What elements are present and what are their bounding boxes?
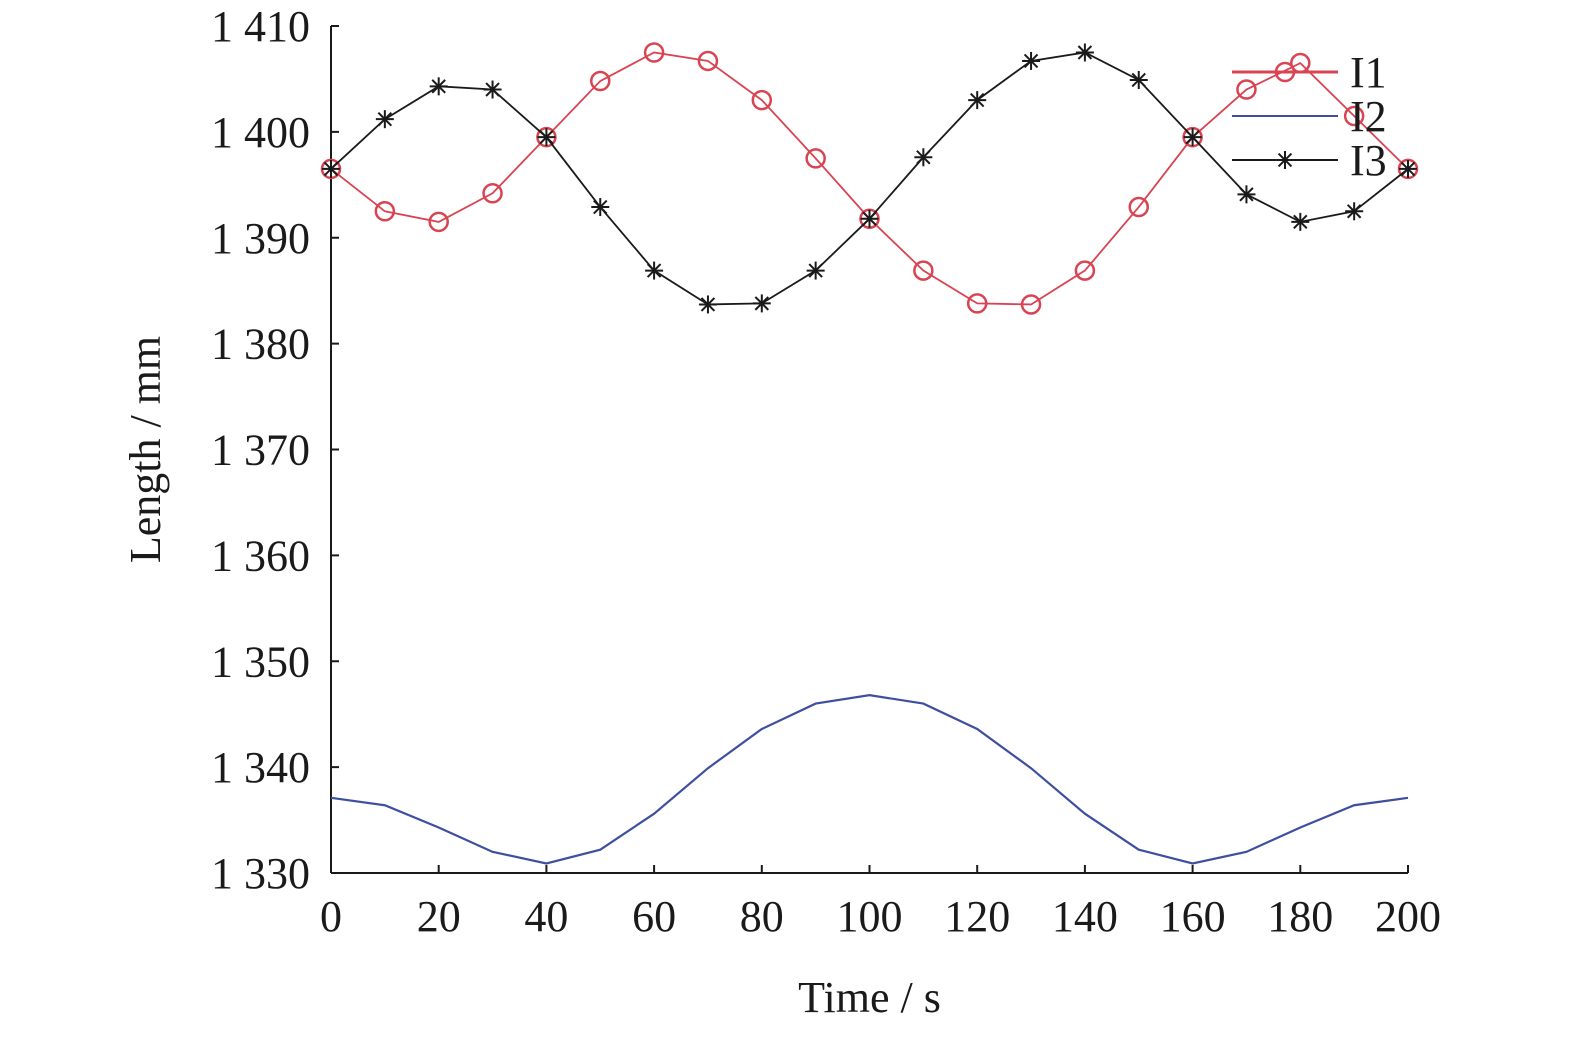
data-point-I1	[1020, 294, 1042, 315]
data-point-I1	[913, 260, 934, 281]
data-point-I3	[752, 294, 771, 313]
x-tick-label: 180	[1267, 892, 1333, 941]
data-point-I1	[428, 211, 449, 233]
x-tick-label: 40	[524, 892, 568, 941]
data-point-I3	[914, 148, 933, 167]
x-tick-label: 200	[1375, 892, 1441, 941]
data-point-I1	[643, 42, 665, 63]
y-tick-label: 1 370	[211, 426, 310, 475]
x-tick-label: 120	[944, 892, 1010, 941]
asterisk-stroke	[1239, 187, 1254, 202]
asterisk-stroke	[808, 263, 823, 278]
data-point-I1	[1343, 105, 1365, 127]
data-point-I3	[968, 91, 987, 110]
data-point-I3	[322, 159, 340, 178]
legend-label-I3: I3	[1350, 136, 1387, 185]
data-point-I3	[806, 261, 825, 280]
data-point-I3	[591, 198, 610, 217]
asterisk-stroke	[1131, 72, 1146, 88]
y-tick-label: 1 380	[211, 320, 310, 369]
x-axis-title: Time / s	[798, 973, 941, 1022]
asterisk-stroke	[593, 199, 608, 215]
data-point-I3	[1129, 70, 1148, 89]
data-point-I3	[1237, 185, 1256, 204]
asterisk-stroke	[970, 92, 985, 108]
x-tick-label: 0	[320, 892, 342, 941]
y-tick-label: 1 360	[211, 531, 310, 580]
data-point-I1	[966, 293, 988, 314]
asterisk-stroke	[1346, 204, 1362, 219]
data-point-I1	[697, 50, 719, 72]
data-point-I1	[1074, 260, 1096, 281]
x-tick-label: 160	[1160, 892, 1226, 941]
data-point-I3	[1399, 159, 1417, 178]
x-tick-label: 140	[1052, 892, 1118, 941]
asterisk-stroke	[539, 129, 554, 145]
data-point-I1	[751, 89, 773, 111]
asterisk-stroke	[646, 263, 662, 278]
asterisk-stroke	[377, 111, 393, 127]
y-tick-label: 1 330	[211, 849, 310, 898]
data-point-I3	[1183, 128, 1202, 147]
data-point-I3	[1022, 51, 1041, 70]
asterisk-stroke	[485, 82, 500, 97]
data-point-I1	[805, 148, 826, 169]
data-point-I3	[1075, 43, 1094, 62]
asterisk-stroke	[1293, 214, 1308, 230]
series-I3	[322, 43, 1417, 314]
legend-marker-I1	[1274, 61, 1296, 83]
asterisk-stroke	[862, 211, 877, 226]
asterisk-stroke	[700, 297, 716, 312]
data-point-I1	[590, 70, 611, 92]
x-tick-label: 100	[837, 892, 903, 941]
legend-item-I3: I3	[1232, 136, 1387, 185]
x-tick-label: 20	[417, 892, 461, 941]
data-point-I1	[374, 201, 396, 222]
data-point-I3	[860, 209, 879, 228]
y-tick-label: 1 340	[211, 743, 310, 792]
asterisk-stroke	[1023, 53, 1039, 69]
asterisk-stroke	[1400, 161, 1416, 177]
asterisk-stroke	[1277, 152, 1293, 168]
data-point-I3	[483, 80, 502, 99]
data-point-I1	[1128, 196, 1149, 218]
data-point-I1	[1236, 79, 1257, 100]
asterisk-stroke	[323, 161, 339, 177]
data-point-I3	[1291, 212, 1310, 231]
series-lines	[320, 42, 1419, 865]
asterisk-stroke	[431, 79, 446, 94]
data-point-I3	[698, 295, 717, 314]
y-tick-label: 1 410	[211, 2, 310, 51]
y-tick-label: 1 400	[211, 108, 310, 157]
series-I2	[330, 694, 1409, 865]
legend-item-I2: I2	[1232, 92, 1387, 141]
y-tick-label: 1 390	[211, 214, 310, 263]
data-point-I3	[375, 110, 394, 129]
axes: 0 20 40 60 80 100 120 140 160 180 200 1 330 1 340 1 3…	[211, 2, 1441, 941]
asterisk-stroke	[1185, 129, 1200, 145]
legend-item-I1: I1	[1232, 48, 1387, 97]
asterisk-stroke	[754, 296, 769, 311]
data-point-I3	[429, 77, 448, 96]
series-line-I2	[330, 694, 1409, 865]
data-point-I3	[1345, 202, 1364, 221]
legend-label-I2: I2	[1350, 92, 1387, 141]
data-point-I3	[645, 261, 664, 280]
data-point-I1	[482, 183, 503, 204]
legend-label-I1: I1	[1350, 48, 1387, 97]
y-axis-title: Length / mm	[121, 336, 170, 563]
x-tick-label: 80	[740, 892, 784, 941]
x-tick-label: 60	[632, 892, 676, 941]
data-point-I3	[537, 128, 556, 147]
legend-marker-I3	[1276, 151, 1294, 169]
asterisk-stroke	[1077, 45, 1093, 60]
asterisk-stroke	[916, 150, 931, 165]
y-tick-label: 1 350	[211, 637, 310, 686]
